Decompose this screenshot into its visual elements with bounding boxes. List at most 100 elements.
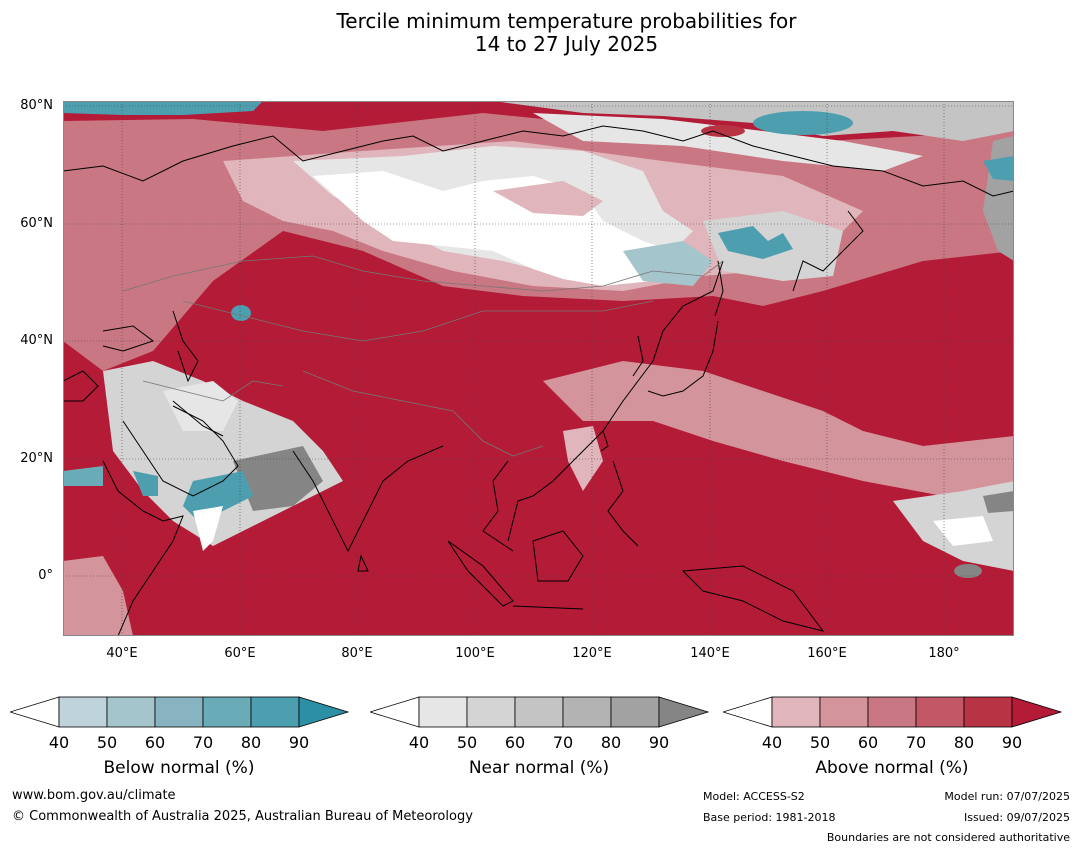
- cb-near-seg-2: [466, 696, 516, 728]
- cb-near-label-60: 60: [504, 733, 526, 752]
- model-text: Model: ACCESS-S2: [703, 790, 805, 803]
- russia-south-border: [122, 255, 724, 292]
- cb-below-seg-5: [250, 696, 300, 728]
- cb-above-label-60: 60: [857, 733, 879, 752]
- lat-label-20n: 20°N: [20, 451, 53, 466]
- cb-above-seg-2: [819, 696, 869, 728]
- indochina-coast: [482, 460, 514, 552]
- arctic-below-normal-east: [753, 111, 853, 135]
- cb-near-seg-3: [514, 696, 564, 728]
- cb-below-label-70: 70: [192, 733, 214, 752]
- cb-near-label-90: 90: [648, 733, 670, 752]
- bering-below-normal: [983, 156, 1014, 181]
- java-coast: [512, 605, 584, 610]
- arctic-above-normal-spot: [701, 125, 745, 137]
- pacific-darkgrey-spot: [954, 564, 982, 578]
- cb-above-seg-6: [1011, 696, 1063, 728]
- middle-east-borders: [142, 380, 284, 402]
- india-coast: [292, 445, 444, 553]
- eurasia-arctic-coast: [63, 125, 1014, 197]
- graticule: [63, 101, 1014, 636]
- lat-label-0: 0°: [38, 568, 53, 583]
- base-period-text: Base period: 1981-2018: [703, 811, 836, 824]
- philippines-coast: [607, 460, 639, 547]
- cb-near-seg-6: [658, 696, 710, 728]
- cb-below-seg-4: [202, 696, 252, 728]
- country-boundaries: [122, 255, 724, 457]
- borneo-coast: [532, 530, 584, 582]
- cb-above-label-90: 90: [1001, 733, 1023, 752]
- sakhalin-coast: [714, 260, 724, 317]
- lat-label-40n: 40°N: [20, 333, 53, 348]
- cb-above-seg-5: [963, 696, 1013, 728]
- korea-coast: [632, 335, 644, 377]
- cb-near-seg-1: [418, 696, 468, 728]
- disclaimer-text: Boundaries are not considered authoritat…: [826, 831, 1070, 844]
- mediterranean-coast: [63, 370, 99, 402]
- cb-below-label-90: 90: [288, 733, 310, 752]
- cb-below-label-50: 50: [96, 733, 118, 752]
- central-asia-borders: [182, 300, 654, 342]
- china-south-border: [302, 370, 544, 457]
- cb-above-label-50: 50: [809, 733, 831, 752]
- cb-below-seg-3: [154, 696, 204, 728]
- cb-above-seg-0: [723, 696, 773, 728]
- cb-above-label-40: 40: [761, 733, 783, 752]
- kamchatka-coast: [792, 210, 864, 292]
- colorbar-below-normal: [10, 696, 350, 728]
- cb-near-label-80: 80: [600, 733, 622, 752]
- arabian-below-normal: [183, 471, 253, 521]
- map-title: Tercile minimum temperature probabilitie…: [0, 10, 1081, 56]
- cb-below-label-40: 40: [48, 733, 70, 752]
- colorbar-above-normal: [723, 696, 1063, 728]
- siberia-pale-patch: [493, 181, 603, 216]
- copyright-text: © Commonwealth of Australia 2025, Austra…: [12, 809, 473, 824]
- lon-label-80e: 80°E: [341, 646, 373, 661]
- map-frame: [63, 101, 1014, 636]
- sri-lanka-coast: [357, 554, 369, 572]
- caspian-below-normal: [231, 305, 251, 321]
- pacific-darkgrey-patch: [983, 491, 1014, 513]
- lat-label-60n: 60°N: [20, 216, 53, 231]
- cb-above-seg-4: [915, 696, 965, 728]
- title-line-2: 14 to 27 July 2025: [474, 32, 659, 56]
- taiwan-coast: [600, 430, 609, 452]
- lon-label-60e: 60°E: [224, 646, 256, 661]
- red-sea-below-normal: [133, 471, 158, 496]
- title-line-1: Tercile minimum temperature probabilitie…: [336, 9, 797, 33]
- new-guinea-coast: [681, 565, 825, 632]
- lon-label-120e: 120°E: [572, 646, 612, 661]
- pacific-white-patch: [933, 516, 993, 546]
- middle-east-white-patch: [163, 381, 238, 431]
- cb-below-seg-6: [298, 696, 350, 728]
- colorbar-near-normal: [370, 696, 710, 728]
- cb-near-label-40: 40: [408, 733, 430, 752]
- lon-label-40e: 40°E: [106, 646, 138, 661]
- cb-above-seg-3: [867, 696, 917, 728]
- cb-below-seg-0: [10, 696, 60, 728]
- cb-above-seg-1: [771, 696, 821, 728]
- cb-near-seg-4: [562, 696, 612, 728]
- cb-below-label-60: 60: [144, 733, 166, 752]
- okhotsk-below-normal: [718, 226, 793, 259]
- arctic-grey-band: [493, 101, 1014, 141]
- colorbar-near-title: Near normal (%): [468, 758, 610, 778]
- black-sea-coast: [102, 325, 155, 352]
- cb-near-label-50: 50: [456, 733, 478, 752]
- cb-below-seg-1: [58, 696, 108, 728]
- arabia-coast: [122, 405, 239, 497]
- probability-map: [63, 101, 1014, 636]
- sumatra-coast: [447, 540, 514, 607]
- horn-of-africa-white: [193, 506, 223, 551]
- africa-east-coast: [102, 460, 184, 636]
- japan-coast: [647, 320, 719, 397]
- persian-gulf-coast: [172, 400, 224, 437]
- website-link[interactable]: www.bom.gov.au/climate: [12, 788, 176, 803]
- cb-near-seg-0: [370, 696, 420, 728]
- caspian-coast: [172, 310, 199, 383]
- colorbar-below-title: Below normal (%): [103, 758, 255, 778]
- west-edge-below-normal: [63, 466, 103, 486]
- lon-label-100e: 100°E: [455, 646, 495, 661]
- south-china-sea-pale: [563, 426, 603, 491]
- cb-above-label-80: 80: [953, 733, 975, 752]
